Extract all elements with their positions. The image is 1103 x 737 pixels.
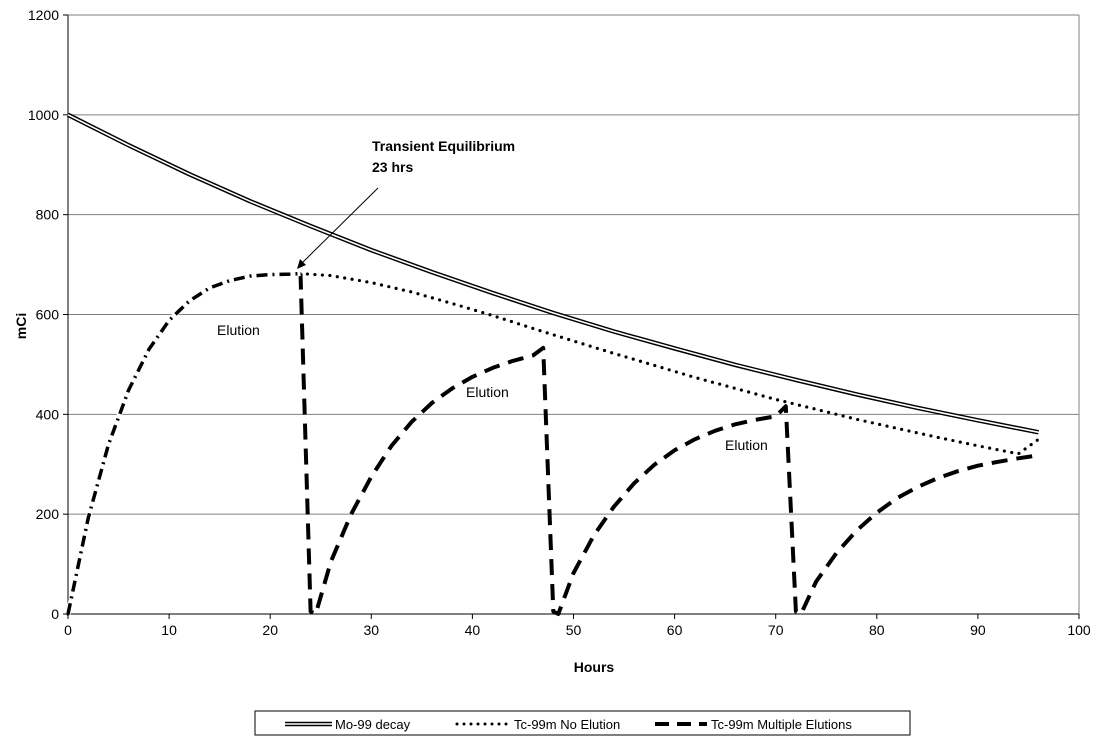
- x-tick-label-90: 90: [970, 622, 986, 638]
- x-axis-title: Hours: [574, 659, 615, 675]
- legend-label-tc99m-no-elution: Tc-99m No Elution: [514, 717, 620, 732]
- gridlines: [68, 14, 1079, 515]
- legend-item-tc99m-no-elution: Tc-99m No Elution: [455, 717, 620, 732]
- series-lines: [65, 112, 1041, 616]
- y-tick-label-1200: 1200: [28, 7, 59, 23]
- legend: Mo-99 decay Tc-99m No Elution Tc-99m Mul…: [254, 710, 911, 736]
- legend-label-tc99m-multiple-elutions: Tc-99m Multiple Elutions: [711, 717, 852, 732]
- annotations: Transient Equilibrium 23 hrs Elution Elu…: [217, 138, 768, 453]
- legend-item-tc99m-multiple-elutions: Tc-99m Multiple Elutions: [655, 717, 852, 732]
- x-tick-label-50: 50: [566, 622, 582, 638]
- legend-label-mo99: Mo-99 decay: [335, 717, 411, 732]
- legend-item-mo99: Mo-99 decay: [285, 717, 411, 732]
- y-tick-label-0: 0: [51, 606, 59, 622]
- y-tick-label-1000: 1000: [28, 107, 59, 123]
- y-tick-label-400: 400: [36, 406, 60, 422]
- x-tick-label-0: 0: [64, 622, 72, 638]
- annotation-arrow-line: [302, 187, 379, 263]
- x-tick-label-60: 60: [667, 622, 683, 638]
- y-tick-label-200: 200: [36, 506, 60, 522]
- annotation-transient-equilibrium: Transient Equilibrium: [372, 138, 515, 154]
- x-tick-label-30: 30: [364, 622, 380, 638]
- series-line-tc99m-ingrowth-dashdot: [66, 271, 301, 615]
- series-line-mo-99-decay-inner: [67, 114, 1039, 434]
- x-tick-labels: 0 10 20 30 40 50 60 70 80 90 100: [64, 622, 1091, 638]
- x-tick-label-100: 100: [1067, 622, 1091, 638]
- x-tick-label-10: 10: [161, 622, 177, 638]
- x-tick-label-40: 40: [465, 622, 481, 638]
- annotation-elution-1: Elution: [217, 322, 260, 338]
- y-tick-label-800: 800: [36, 207, 60, 223]
- x-tick-label-70: 70: [768, 622, 784, 638]
- ingrowth-segment-mask: [65, 271, 301, 615]
- annotation-elution-3: Elution: [725, 437, 768, 453]
- series-line-mo-99-decay-outer: [66, 112, 1040, 435]
- y-axis-title: mCi: [13, 313, 29, 339]
- annotation-elution-2: Elution: [466, 384, 509, 400]
- legend-box: [254, 710, 911, 736]
- series-line-tc-99m-no-elution: [66, 271, 1041, 616]
- y-tick-label-600: 600: [36, 307, 60, 323]
- x-tick-label-80: 80: [869, 622, 885, 638]
- x-tick-label-20: 20: [262, 622, 278, 638]
- annotation-arrowhead: [297, 259, 306, 269]
- series-line-tc-99m-multiple-elutions: [298, 273, 1039, 616]
- annotation-23-hrs: 23 hrs: [372, 159, 413, 175]
- y-tick-labels: 0 200 400 600 800 1000 1200: [28, 7, 59, 622]
